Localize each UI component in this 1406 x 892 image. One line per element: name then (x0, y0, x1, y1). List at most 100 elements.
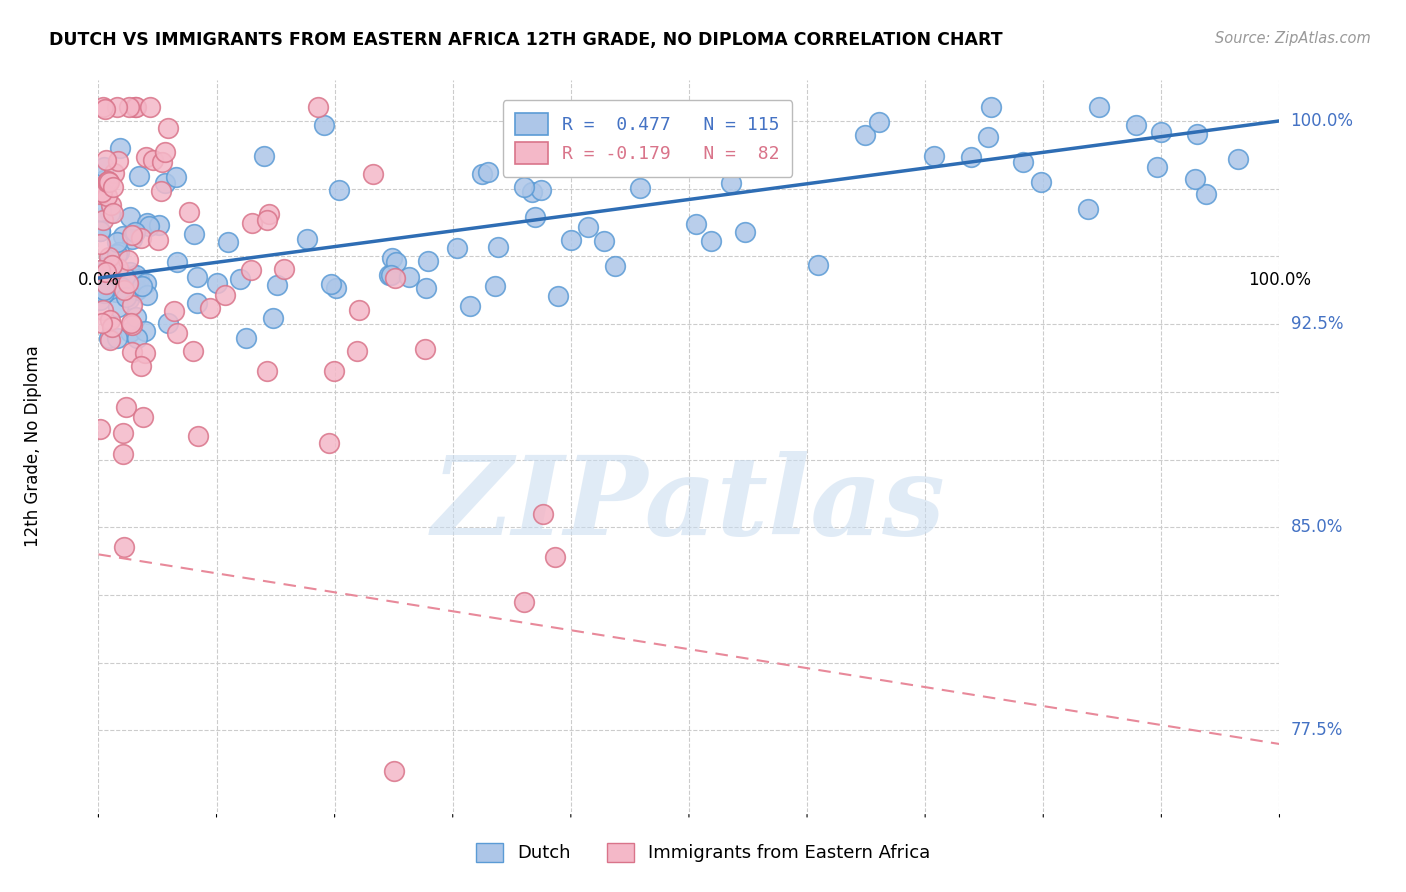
Point (700, 234, 723, 248)
Point (547, 289, 569, 303)
Point (125, 283, 148, 297)
Point (253, 149, 276, 163)
Point (135, 149, 157, 163)
Point (118, 325, 141, 339)
Point (229, 272, 252, 286)
Point (273, 261, 295, 276)
Point (734, 225, 756, 239)
Point (256, 213, 278, 227)
Point (131, 278, 153, 293)
Point (107, 261, 129, 276)
Point (183, 227, 205, 241)
Point (128, 169, 150, 183)
Point (157, 120, 180, 135)
Point (112, 228, 135, 243)
Point (628, 181, 651, 195)
Point (319, 277, 342, 291)
Text: 77.5%: 77.5% (1291, 722, 1343, 739)
Point (307, 100, 329, 114)
Point (134, 345, 156, 359)
Point (132, 409, 155, 424)
Point (136, 288, 159, 302)
Point (136, 217, 159, 231)
Point (105, 100, 128, 114)
Point (96, 262, 118, 277)
Point (96, 175, 118, 189)
Point (256, 364, 278, 378)
Point (125, 310, 148, 324)
Point (166, 255, 188, 269)
Point (576, 219, 599, 234)
Point (163, 303, 186, 318)
Point (89, 280, 111, 294)
Point (94, 260, 117, 274)
Point (325, 281, 347, 295)
Point (346, 343, 368, 358)
Point (90, 316, 112, 330)
Point (134, 324, 156, 338)
Point (235, 331, 257, 345)
Point (295, 232, 318, 246)
Point (98, 206, 121, 220)
Point (868, 115, 890, 129)
Point (415, 281, 437, 295)
Point (1088, 100, 1111, 114)
Point (105, 246, 128, 260)
Point (98, 174, 121, 188)
Point (150, 155, 173, 169)
Point (89, 422, 111, 436)
Point (110, 280, 132, 294)
Point (1125, 118, 1147, 132)
Point (97, 250, 120, 264)
Point (97, 331, 120, 345)
Point (105, 235, 128, 249)
Point (120, 316, 142, 330)
Point (89, 293, 111, 307)
Point (121, 232, 143, 246)
Point (101, 320, 124, 334)
Point (128, 271, 150, 285)
Point (90, 204, 112, 219)
Point (118, 292, 141, 306)
Point (124, 100, 146, 114)
Point (720, 176, 742, 190)
Point (1011, 154, 1033, 169)
Point (922, 148, 945, 162)
Point (98, 252, 121, 267)
Point (229, 818, 252, 832)
Point (117, 253, 139, 268)
Point (90, 185, 112, 199)
Text: 100.0%: 100.0% (1249, 271, 1310, 289)
Point (118, 100, 141, 114)
Point (560, 233, 582, 247)
Point (257, 207, 280, 221)
Point (153, 176, 176, 190)
Point (114, 270, 136, 285)
Point (418, 254, 440, 268)
Point (530, 183, 553, 197)
Point (94, 153, 117, 167)
Point (117, 276, 139, 290)
Point (142, 153, 165, 168)
Point (486, 240, 509, 254)
Point (115, 290, 138, 304)
Point (471, 167, 494, 181)
Point (1184, 171, 1206, 186)
Point (101, 206, 124, 220)
Point (94, 102, 117, 116)
Point (107, 153, 129, 168)
Point (100, 198, 122, 212)
Text: 100.0%: 100.0% (1291, 112, 1354, 130)
Point (129, 359, 152, 374)
Point (165, 170, 187, 185)
Point (146, 233, 169, 247)
Point (94, 277, 117, 291)
Point (139, 100, 162, 114)
Point (121, 227, 143, 242)
Point (322, 363, 344, 377)
Point (578, 136, 600, 150)
Point (125, 268, 148, 282)
Text: DUTCH VS IMMIGRANTS FROM EASTERN AFRICA 12TH GRADE, NO DIPLOMA CORRELATION CHART: DUTCH VS IMMIGRANTS FROM EASTERN AFRICA … (49, 31, 1002, 49)
Point (149, 185, 172, 199)
Point (105, 331, 128, 345)
